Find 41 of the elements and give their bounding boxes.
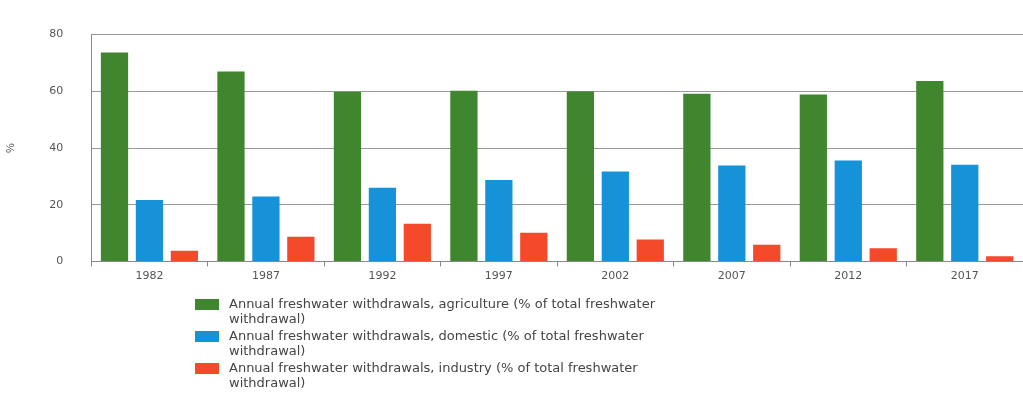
bar: [799, 94, 827, 261]
x-tick-label: 1992: [368, 268, 397, 282]
bar: [601, 171, 629, 261]
x-tick-label: 2007: [717, 268, 746, 282]
bar: [520, 232, 548, 261]
bar: [333, 91, 362, 261]
bar: [566, 91, 595, 261]
y-axis-title: %: [3, 142, 16, 153]
bar: [916, 81, 944, 261]
bar: [986, 256, 1014, 261]
bar: [252, 196, 280, 261]
y-tick-label: 80: [49, 27, 64, 41]
y-tick-label: 60: [49, 84, 64, 98]
x-tick-label: 2017: [950, 268, 979, 282]
x-tick-label: 2002: [601, 268, 630, 282]
y-tick-label: 20: [49, 197, 64, 211]
legend-label: Annual freshwater withdrawals, agriculture (% of total freshwater withdrawal): [229, 296, 656, 326]
y-tick-label: 0: [56, 254, 64, 268]
bar: [951, 164, 979, 261]
legend-label: Annual freshwater withdrawals, industry (% of total freshwater withdrawal): [229, 360, 639, 390]
bar: [718, 165, 746, 261]
bar: [170, 250, 199, 261]
bar: [135, 199, 164, 261]
bar: [217, 71, 245, 261]
bar: [683, 93, 711, 261]
bar: [753, 244, 781, 261]
bar: [450, 90, 478, 261]
x-tick-label: 2012: [834, 268, 863, 282]
bar: [368, 187, 397, 261]
bar: [100, 52, 129, 261]
legend-label: Annual freshwater withdrawals, domestic (% of total freshwater withdrawal): [229, 328, 645, 358]
bar: [403, 223, 431, 261]
x-tick-label: 1987: [251, 268, 280, 282]
bar: [636, 239, 664, 261]
x-tick-label: 1982: [135, 268, 164, 282]
x-tick-label: 1997: [484, 268, 513, 282]
bar: [834, 160, 862, 261]
bar: [485, 180, 513, 261]
y-tick-label: 40: [49, 140, 64, 154]
bar: [287, 236, 315, 261]
bar: [869, 248, 897, 261]
